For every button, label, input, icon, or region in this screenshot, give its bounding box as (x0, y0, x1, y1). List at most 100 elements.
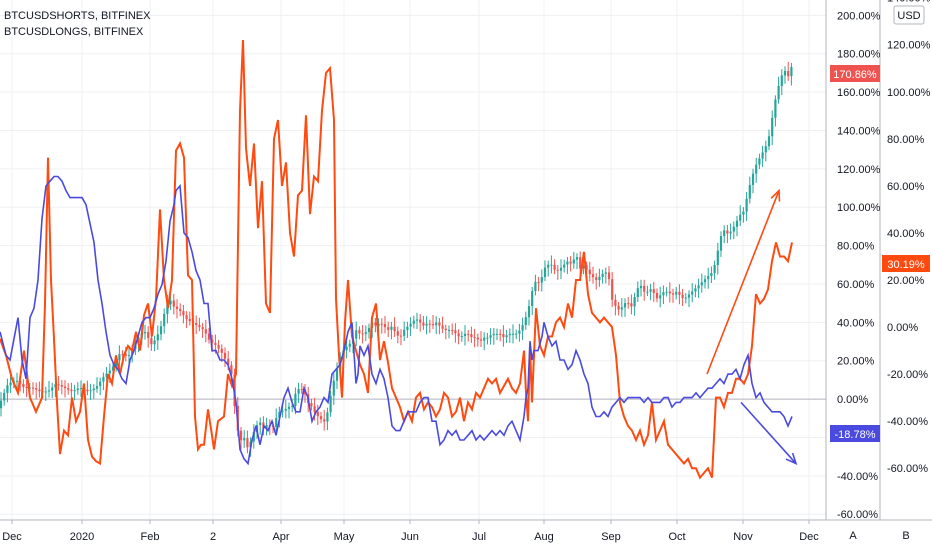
price-candle-body (201, 327, 204, 330)
time-tick-label: 2020 (70, 531, 94, 543)
price-candle-body (428, 323, 431, 325)
price-candle-body (319, 416, 323, 420)
price-candle-body (710, 273, 713, 277)
right-tick-label: 20.00% (887, 275, 925, 287)
price-candle-body (694, 288, 697, 292)
price-candle-body (732, 226, 735, 232)
time-tick-label: Apr (272, 531, 289, 543)
price-candle-body (89, 390, 92, 392)
price-candle-body (700, 282, 703, 286)
right-tick-label: -20.00% (887, 369, 928, 381)
price-candle-body (569, 261, 572, 264)
price-candle-body (95, 386, 99, 389)
right-tick-label: -60.00% (887, 463, 928, 475)
price-candle-body (447, 330, 451, 332)
price-candle-body (604, 272, 607, 274)
price-candle-body (380, 323, 383, 325)
price-candle-body (211, 339, 214, 343)
price-candle-body (92, 388, 95, 391)
currency-label[interactable]: USD (893, 5, 925, 25)
price-candle-body (332, 380, 335, 396)
price-candle-body (739, 214, 742, 221)
price-candle-body (422, 322, 425, 326)
price-candle-body (425, 323, 428, 326)
price-candle-body (550, 264, 553, 266)
longs-last-badge: -18.78% (830, 425, 880, 442)
left-tick-label: 180.00% (837, 49, 881, 61)
price-candle-body (783, 70, 787, 76)
price-candle-body (399, 335, 403, 337)
left-tick-label: 160.00% (837, 87, 881, 99)
price-candle-body (787, 70, 790, 77)
price-candle-body (668, 291, 671, 294)
price-candle-body (63, 386, 67, 389)
price-candle-body (159, 326, 163, 335)
grid (0, 0, 826, 520)
price-candle-body (329, 395, 332, 413)
left-tick-label: 60.00% (837, 279, 875, 291)
price-candle-body (467, 333, 470, 335)
price-candle-body (531, 291, 534, 307)
price-candle-body (0, 400, 3, 409)
price-candle-body (684, 297, 687, 299)
price-candle-body (265, 424, 268, 429)
price-candle-body (726, 230, 729, 234)
price-candle-body (595, 277, 598, 280)
price-candle-body (297, 388, 300, 394)
price-candle-body (185, 315, 188, 319)
scale-button-b[interactable]: B (902, 530, 909, 542)
price-candle-body (409, 323, 412, 327)
shorts-series-line (0, 39, 793, 480)
price-candle-body (655, 293, 659, 299)
price-candle-body (431, 324, 435, 326)
price-candle-body (659, 295, 662, 299)
price-candle-body (511, 333, 515, 335)
price-candle-body (348, 343, 351, 347)
price-candle-body (294, 393, 297, 407)
price-candle-body (374, 322, 377, 326)
right-tick-label: 100.00% (887, 87, 931, 99)
price-last-badge: 170.86% (830, 65, 880, 82)
price-candle-body (454, 330, 457, 334)
price-candle-body (735, 220, 739, 227)
price-candle-body (239, 430, 243, 441)
left-tick-label: 0.00% (837, 394, 868, 406)
price-candle-body (559, 267, 563, 271)
price-candle-body (9, 382, 12, 386)
right-tick-label: -40.00% (887, 416, 928, 428)
price-candle-body (435, 322, 438, 326)
price-candle-body (543, 267, 547, 278)
price-candle-body (489, 335, 492, 338)
price-candle-body (687, 294, 691, 298)
price-candle-body (99, 381, 102, 387)
left-tick-label: 200.00% (837, 10, 881, 22)
left-tick-label: 80.00% (837, 241, 875, 253)
price-candle-body (252, 432, 255, 442)
price-candle-body (163, 313, 166, 327)
price-candle-body (441, 325, 444, 329)
time-tick-label: May (334, 531, 355, 543)
price-candle-body (179, 308, 182, 312)
price-candle-body (575, 257, 579, 260)
price-candle-body (57, 384, 60, 386)
price-candle-body (172, 300, 175, 307)
price-candle-body (284, 408, 287, 411)
price-candle-body (214, 342, 217, 346)
price-candle-body (102, 376, 105, 382)
scale-button-a[interactable]: A (849, 530, 857, 542)
price-candle-body (601, 273, 604, 277)
legend-item-shorts[interactable]: BTCUSDSHORTS, BITFINEX (4, 10, 151, 22)
trend-arrow-shaft (706, 190, 780, 375)
price-candle-body (742, 211, 745, 215)
time-tick-label: Aug (534, 531, 554, 543)
price-candle-body (479, 339, 483, 341)
shorts-last-value: 30.19% (887, 259, 925, 271)
price-candle-body (313, 406, 316, 412)
time-tick-label: Jun (401, 531, 419, 543)
price-candle-body (345, 346, 348, 351)
price-candle-body (79, 388, 83, 390)
legend-item-longs[interactable]: BTCUSDLONGS, BITFINEX (4, 26, 144, 38)
price-candle-body (204, 329, 207, 334)
right-axis: 140.00% 120.00% 100.00% 80.00% 60.00% 40.00% 2… (887, 0, 931, 475)
